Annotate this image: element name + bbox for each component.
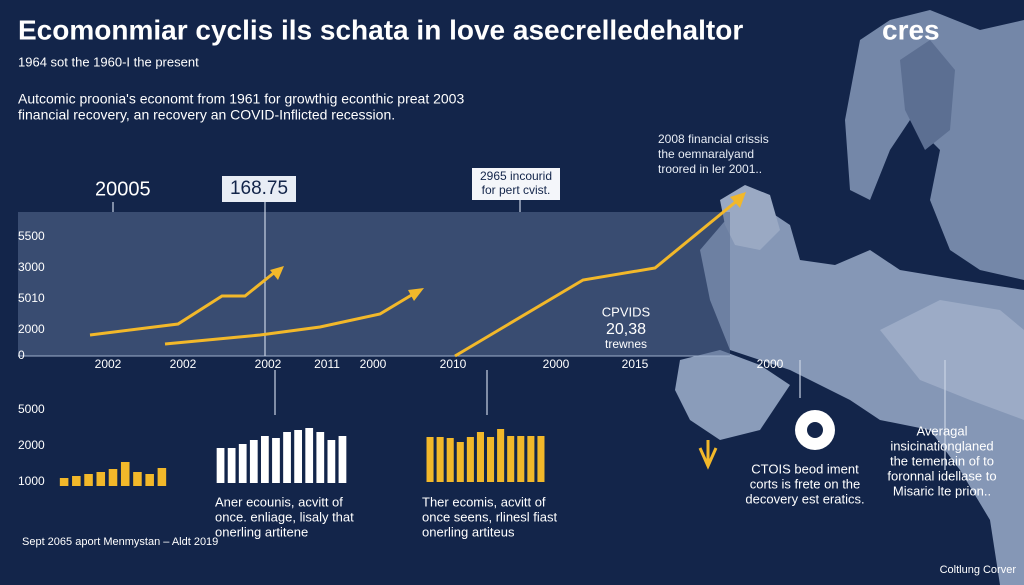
bar: [517, 436, 525, 482]
arrow-heads: [270, 192, 746, 301]
bar: [426, 437, 434, 482]
caption: once. enliage, lisaly that: [215, 509, 354, 524]
bar: [145, 474, 154, 486]
y-tick-label: 2000: [18, 322, 45, 336]
bar: [456, 442, 464, 482]
bar: [294, 430, 303, 483]
map: [675, 10, 1024, 585]
subtitle: 1964 sot the 1960-I the present: [18, 54, 199, 69]
bar: [446, 438, 454, 482]
bar: [305, 428, 314, 483]
title-suffix: cres: [882, 14, 940, 45]
callout-boxed-value: 168.75: [230, 178, 288, 199]
y-tick-label: 3000: [18, 260, 45, 274]
bar: [157, 468, 167, 486]
footer-left: Sept 2065 aport Menmystan – Aldt 2019: [22, 536, 218, 548]
y-tick-label: 0: [18, 348, 25, 362]
callout-note: for pert cvist.: [482, 183, 551, 197]
caption: once seens, rlinesl fiast: [422, 509, 558, 524]
description: financial recovery, an recovery an COVID…: [18, 107, 395, 123]
bar: [260, 436, 269, 483]
bar: [227, 448, 236, 483]
caption: insicinationglaned: [890, 438, 993, 453]
crisis-note: troored in ler 2001..: [658, 162, 762, 176]
bar: [327, 440, 336, 483]
bar: [283, 432, 291, 483]
bar: [466, 437, 474, 482]
x-tick-label: 2002: [255, 357, 282, 371]
bar: [527, 436, 535, 482]
bar: [537, 436, 545, 482]
callout-value: 20005: [95, 178, 151, 200]
covid-note: trewnes: [605, 337, 647, 351]
callout-note: 2965 incourid: [480, 169, 552, 183]
caption: CTOIS beod iment: [751, 461, 859, 476]
crisis-note: 2008 financial crissis: [658, 132, 769, 146]
bar: [120, 462, 130, 486]
bar: [487, 437, 495, 482]
down-arrow: [698, 440, 718, 470]
bar: [507, 436, 515, 482]
bar: [59, 478, 69, 486]
caption: onerling artitene: [215, 524, 308, 539]
y-tick-label: 2000: [18, 438, 45, 452]
bar: [476, 432, 484, 482]
x-tick-label: 2002: [170, 357, 197, 371]
bar: [272, 438, 280, 483]
x-tick-label: 2010: [440, 357, 467, 371]
y-tick-label: 5000: [18, 402, 45, 416]
x-tick-label: 2000: [360, 357, 387, 371]
x-tick-label: 2015: [622, 357, 649, 371]
caption: Misaric lte prion..: [893, 483, 991, 498]
crisis-note: the oemnaralyand: [658, 147, 754, 161]
x-tick-label: 2011: [314, 357, 340, 371]
caption: corts is frete on the: [750, 476, 861, 491]
bar: [497, 429, 505, 482]
callout-box: [222, 176, 296, 202]
callout-box: [472, 168, 560, 200]
bar: [238, 444, 247, 483]
caption: foronnal idellase to: [887, 468, 996, 483]
y-tick-label: 5500: [18, 229, 45, 243]
bar: [72, 476, 81, 486]
covid-note: 20,38: [606, 321, 646, 338]
caption: Averagal: [916, 423, 967, 438]
chart-band: [18, 212, 730, 356]
covid-note: CPVIDS: [602, 304, 651, 319]
bar: [338, 436, 347, 483]
x-tick-label: 2000: [543, 357, 570, 371]
caption: the temenain of to: [890, 453, 994, 468]
caption: Ther ecomis, acvitt of: [422, 494, 546, 509]
bar: [133, 472, 142, 486]
bar: [249, 440, 258, 483]
trend-lines: [89, 198, 739, 358]
footer-right: Coltlung Corver: [940, 564, 1017, 576]
caption: onerling artiteus: [422, 524, 515, 539]
caption: decovery est eratics.: [745, 491, 864, 506]
gear-icon: [795, 410, 835, 450]
description: Autcomic proonia's economt from 1961 for…: [18, 91, 464, 107]
x-tick-label: 2000: [757, 357, 784, 371]
x-tick-label: 2002: [95, 357, 122, 371]
bar: [436, 437, 444, 482]
bar: [216, 448, 225, 483]
bar: [96, 472, 106, 486]
y-tick-label: 1000: [18, 474, 45, 488]
bar: [108, 469, 118, 486]
caption: Aner ecounis, acvitt of: [215, 494, 343, 509]
bar: [316, 432, 325, 483]
bar: [84, 474, 93, 486]
title: Ecomonmiar cyclis ils schata in love ase…: [18, 14, 743, 45]
y-tick-label: 5010: [18, 291, 45, 305]
